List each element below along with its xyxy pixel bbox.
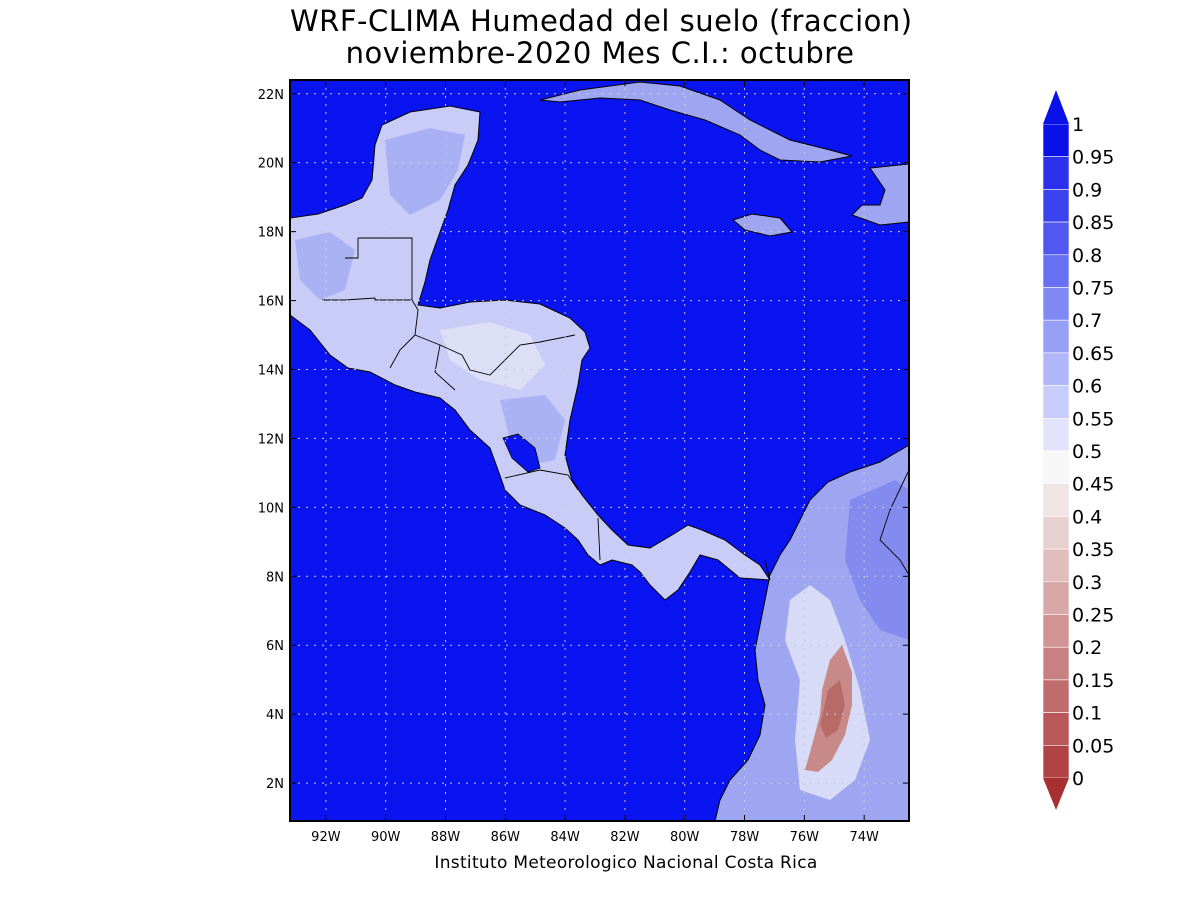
colorbar-segment xyxy=(1042,254,1070,288)
colorbar-label: 0.15 xyxy=(1072,670,1114,692)
land-patch-mexico xyxy=(295,232,355,300)
colorbar-label: 0.05 xyxy=(1072,735,1114,757)
colorbar-segment xyxy=(1042,712,1070,746)
y-tick-label: 16N xyxy=(258,295,284,310)
y-tick-label: 8N xyxy=(266,570,284,585)
colorbar-min-arrow xyxy=(1043,778,1069,810)
colorbar-segment xyxy=(1042,319,1070,354)
land-cuba xyxy=(539,81,853,163)
colorbar-segment xyxy=(1042,614,1070,648)
land-patch-east xyxy=(845,480,909,640)
land-hispaniola xyxy=(851,163,909,226)
chart-title-line2: noviembre-2020 Mes C.I.: octubre xyxy=(345,36,855,70)
x-tick-label: 78W xyxy=(730,830,760,845)
colorbar-label: 0.3 xyxy=(1072,572,1102,594)
colorbar-label: 0.45 xyxy=(1072,474,1114,496)
colorbar-segment xyxy=(1042,123,1070,158)
colorbar-label: 0.35 xyxy=(1072,539,1114,561)
colorbar-label: 0.4 xyxy=(1072,506,1102,528)
colorbar-label: 0.7 xyxy=(1072,310,1102,332)
chart-title-line1: WRF-CLIMA Humedad del suelo (fraccion) xyxy=(290,4,913,38)
colorbar-label: 0.65 xyxy=(1072,343,1114,365)
y-tick-label: 14N xyxy=(258,364,284,379)
colorbar-segment xyxy=(1042,417,1070,452)
x-tick-label: 80W xyxy=(670,830,700,845)
colorbar-label: 0.6 xyxy=(1072,376,1102,398)
colorbar-label: 0.25 xyxy=(1072,605,1114,627)
colorbar-segment xyxy=(1042,548,1070,583)
x-tick-label: 74W xyxy=(849,830,879,845)
x-tick-label: 88W xyxy=(431,830,461,845)
land-patch-honduras xyxy=(440,322,545,390)
colorbar-max-arrow xyxy=(1043,90,1069,124)
colorbar-segment xyxy=(1042,221,1070,256)
colorbar-segment xyxy=(1042,287,1070,321)
y-tick-label: 4N xyxy=(266,708,284,723)
land-jamaica xyxy=(731,213,793,237)
colorbar-segment xyxy=(1042,744,1070,779)
colorbar-segment xyxy=(1042,581,1070,615)
y-tick-label: 12N xyxy=(258,432,284,447)
colorbar-label: 0.5 xyxy=(1072,441,1102,463)
dry-region-core xyxy=(820,680,845,738)
colorbar-label: 0.2 xyxy=(1072,637,1102,659)
map-frame xyxy=(289,79,910,822)
colorbar-segment xyxy=(1042,156,1070,190)
x-tick-label: 76W xyxy=(790,830,820,845)
x-tick-label: 84W xyxy=(550,830,580,845)
colorbar-segment xyxy=(1042,483,1070,517)
colorbar-segment xyxy=(1042,450,1070,485)
colorbar-segment xyxy=(1042,646,1070,681)
colorbar-label: 0.75 xyxy=(1072,278,1114,300)
x-tick-label: 86W xyxy=(491,830,521,845)
x-tick-label: 92W xyxy=(311,830,341,845)
y-tick-label: 2N xyxy=(266,777,284,792)
colorbar-label: 0.55 xyxy=(1072,408,1114,430)
colorbar-label: 0.95 xyxy=(1072,147,1114,169)
x-tick-label: 82W xyxy=(610,830,640,845)
colorbar-label: 0.85 xyxy=(1072,212,1114,234)
y-tick-label: 6N xyxy=(266,639,284,654)
credit-text: Instituto Meteorologico Nacional Costa R… xyxy=(434,853,818,873)
colorbar-label: 1 xyxy=(1072,114,1084,136)
colorbar-segment xyxy=(1042,679,1070,713)
lake-nicaragua xyxy=(502,433,541,473)
colorbar-label: 0 xyxy=(1072,768,1084,790)
y-tick-label: 20N xyxy=(258,157,284,172)
colorbar-label: 0.1 xyxy=(1072,703,1102,725)
y-tick-label: 18N xyxy=(258,226,284,241)
colorbar-segment xyxy=(1042,352,1070,386)
axis-ticks: 92W 90W 88W 86W 84W 82W 80W 78W 76W 74W 22N 20N 18N 1… xyxy=(258,80,909,845)
colorbar-label: 0.8 xyxy=(1072,245,1102,267)
y-tick-label: 22N xyxy=(258,88,284,103)
colorbar-segment xyxy=(1042,385,1070,419)
country-borders xyxy=(322,237,910,581)
y-tick-label: 10N xyxy=(258,501,284,516)
colorbar-segment xyxy=(1042,189,1070,223)
land-patch-yucatan xyxy=(385,128,465,215)
colorbar-label: 0.9 xyxy=(1072,179,1102,201)
colorbar-segment xyxy=(1042,516,1070,550)
gridlines xyxy=(290,80,909,821)
x-tick-label: 90W xyxy=(371,830,401,845)
